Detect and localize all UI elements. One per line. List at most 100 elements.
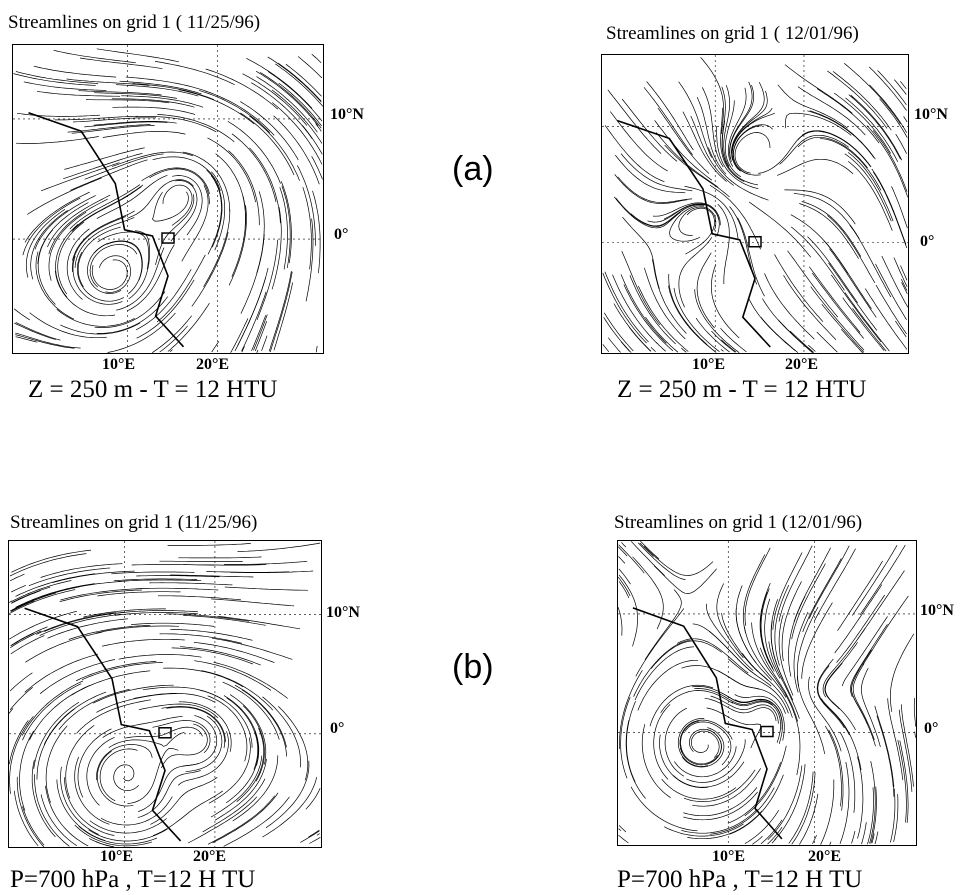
panel-title: Streamlines on grid 1 (12/01/96) bbox=[614, 512, 863, 533]
streamline bbox=[206, 571, 290, 573]
streamline bbox=[771, 838, 777, 844]
streamline-map bbox=[8, 540, 322, 848]
streamline bbox=[230, 318, 249, 353]
streamline bbox=[19, 730, 35, 811]
lat-label-0: 0° bbox=[920, 233, 935, 250]
streamline bbox=[142, 686, 224, 701]
streamline bbox=[205, 68, 279, 110]
streamline bbox=[207, 795, 275, 845]
streamline bbox=[76, 699, 151, 734]
streamline bbox=[91, 259, 128, 290]
streamline bbox=[72, 117, 157, 123]
streamline bbox=[774, 584, 790, 666]
streamline bbox=[612, 274, 658, 345]
streamline bbox=[89, 244, 138, 288]
streamline bbox=[9, 672, 33, 692]
lat-label-10n: 10°N bbox=[920, 602, 954, 619]
streamline bbox=[85, 99, 170, 104]
streamline bbox=[619, 670, 643, 750]
study-area-box bbox=[748, 235, 762, 248]
streamline bbox=[801, 130, 872, 168]
streamline bbox=[824, 725, 842, 807]
streamline bbox=[214, 758, 267, 821]
streamline bbox=[751, 622, 788, 697]
streamline bbox=[762, 298, 813, 353]
streamline bbox=[223, 695, 260, 766]
streamline bbox=[212, 792, 279, 844]
streamline bbox=[777, 84, 848, 129]
streamline bbox=[724, 100, 742, 178]
streamline bbox=[9, 553, 87, 577]
streamline bbox=[172, 175, 203, 236]
streamline bbox=[622, 216, 660, 290]
streamline bbox=[55, 115, 139, 121]
streamline bbox=[72, 184, 144, 230]
streamline bbox=[179, 646, 261, 666]
streamline bbox=[618, 581, 630, 599]
streamline bbox=[150, 777, 218, 825]
lon-label-20e: 20°E bbox=[808, 848, 842, 865]
streamline bbox=[157, 114, 235, 143]
streamline bbox=[52, 570, 135, 584]
streamline bbox=[271, 207, 282, 290]
lat-label-10n: 10°N bbox=[326, 604, 360, 621]
streamline bbox=[615, 154, 686, 194]
streamline bbox=[778, 545, 813, 622]
streamline bbox=[828, 262, 878, 331]
streamline bbox=[630, 541, 665, 577]
streamline-map bbox=[12, 44, 324, 354]
streamline bbox=[224, 586, 308, 591]
streamline bbox=[645, 316, 679, 353]
streamline bbox=[685, 207, 715, 255]
streamline bbox=[137, 770, 201, 818]
streamline bbox=[849, 224, 892, 298]
streamline bbox=[119, 80, 202, 95]
streamline bbox=[799, 793, 819, 845]
streamline bbox=[894, 79, 907, 95]
streamline bbox=[866, 125, 908, 198]
lon-label-20e: 20°E bbox=[785, 356, 819, 373]
streamline bbox=[273, 282, 293, 351]
streamline bbox=[23, 81, 107, 91]
streamline bbox=[626, 701, 636, 783]
streamline bbox=[278, 62, 322, 102]
streamline bbox=[217, 615, 301, 630]
streamline bbox=[681, 347, 687, 353]
streamline bbox=[674, 746, 737, 778]
streamline bbox=[34, 774, 70, 847]
streamline bbox=[40, 794, 77, 846]
streamline bbox=[9, 600, 13, 603]
streamline bbox=[733, 125, 762, 176]
streamline bbox=[837, 560, 883, 631]
streamline bbox=[790, 226, 845, 291]
streamline bbox=[823, 240, 872, 309]
streamline bbox=[152, 790, 223, 836]
streamline bbox=[618, 607, 623, 636]
streamline bbox=[744, 810, 779, 844]
streamline bbox=[15, 332, 81, 349]
streamline bbox=[602, 344, 610, 353]
streamline bbox=[731, 701, 781, 743]
coastline bbox=[632, 607, 783, 840]
streamline bbox=[242, 73, 308, 126]
streamline bbox=[742, 554, 766, 634]
streamline bbox=[231, 195, 246, 277]
streamline bbox=[149, 582, 233, 586]
streamline bbox=[206, 169, 223, 248]
streamline bbox=[178, 701, 232, 752]
streamline bbox=[256, 76, 318, 133]
streamline bbox=[620, 274, 667, 344]
streamline bbox=[869, 84, 908, 133]
streamline bbox=[852, 308, 887, 352]
streamline bbox=[84, 121, 168, 128]
streamline bbox=[644, 589, 682, 660]
streamline bbox=[625, 720, 646, 799]
streamline bbox=[234, 684, 287, 748]
streamline bbox=[86, 736, 115, 806]
streamline bbox=[637, 542, 686, 580]
streamline bbox=[167, 303, 210, 352]
streamline bbox=[9, 610, 78, 640]
streamline bbox=[694, 688, 773, 706]
streamline bbox=[657, 107, 710, 174]
streamline bbox=[678, 206, 717, 236]
